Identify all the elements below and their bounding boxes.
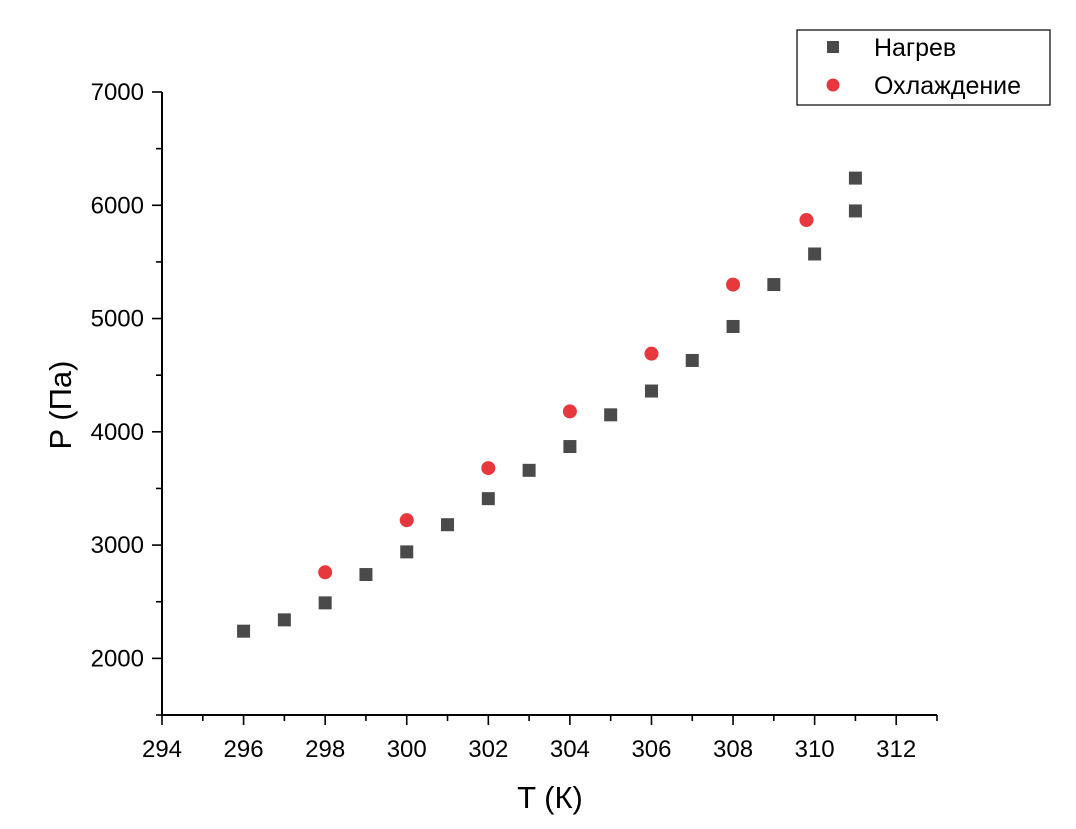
data-point-square — [808, 247, 822, 261]
y-tick-label: 5000 — [91, 306, 144, 333]
data-point-square — [767, 278, 781, 292]
legend-marker-heating — [827, 41, 839, 53]
x-tick-label: 298 — [305, 736, 345, 763]
x-ticks: 294 296 298 300 302 304 306 308 310 312 — [142, 715, 938, 763]
data-point-circle — [399, 513, 414, 528]
y-axis-title: P (Па) — [43, 361, 78, 450]
y-tick-label: 4000 — [91, 419, 144, 446]
x-tick-label: 296 — [224, 736, 264, 763]
data-point-square — [359, 568, 373, 582]
y-ticks: 2000 3000 4000 5000 6000 7000 — [91, 79, 162, 716]
y-tick-label: 7000 — [91, 79, 144, 106]
data-point-square — [277, 613, 291, 627]
x-tick-label: 306 — [631, 736, 671, 763]
y-tick-label: 6000 — [91, 192, 144, 219]
data-point-square — [726, 319, 740, 333]
data-point-square — [400, 545, 414, 559]
data-point-square — [848, 171, 862, 185]
data-point-square — [848, 204, 862, 218]
data-point-square — [318, 596, 332, 610]
data-point-square — [237, 624, 251, 638]
x-tick-label: 294 — [142, 736, 182, 763]
legend-marker-cooling — [826, 78, 840, 92]
data-point-square — [522, 463, 536, 477]
data-point-circle — [799, 212, 814, 227]
x-tick-label: 310 — [795, 736, 835, 763]
data-point-square — [644, 384, 658, 398]
data-point-square — [563, 440, 577, 454]
data-point-circle — [318, 565, 333, 580]
data-points — [237, 171, 862, 638]
data-point-square — [481, 492, 495, 506]
x-tick-label: 308 — [713, 736, 753, 763]
x-tick-label: 300 — [387, 736, 427, 763]
data-point-square — [604, 408, 618, 422]
data-point-square — [685, 353, 699, 367]
x-tick-label: 312 — [876, 736, 916, 763]
x-tick-label: 304 — [550, 736, 590, 763]
legend: Нагрев Охлаждение — [796, 29, 1051, 106]
axes: 294 296 298 300 302 304 306 308 310 312 2000 3000 4… — [91, 79, 938, 763]
legend-label-heating: Нагрев — [874, 34, 956, 62]
legend-label-cooling: Охлаждение — [874, 72, 1021, 100]
x-tick-label: 302 — [468, 736, 508, 763]
data-point-circle — [726, 277, 741, 292]
data-point-circle — [562, 404, 577, 419]
data-point-circle — [481, 461, 496, 476]
x-axis-title: T (К) — [517, 780, 583, 815]
y-tick-label: 2000 — [91, 645, 144, 672]
series-heating — [237, 171, 862, 638]
y-tick-label: 3000 — [91, 532, 144, 559]
data-point-circle — [644, 346, 659, 361]
series-cooling — [318, 212, 814, 580]
legend-frame — [796, 29, 1051, 106]
data-point-square — [441, 518, 455, 532]
